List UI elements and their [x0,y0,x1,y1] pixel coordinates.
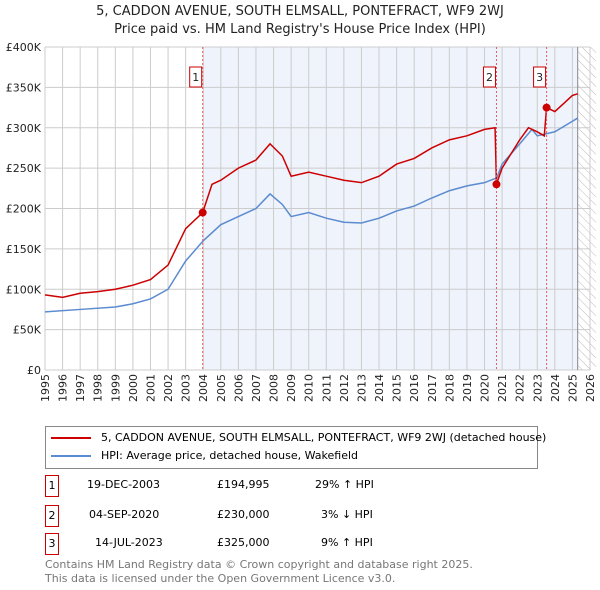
x-tick-label: 2003 [180,374,193,402]
x-tick-label: 2006 [232,374,245,402]
series-line [44,93,578,299]
x-tick-label: 2007 [250,374,263,402]
sale-row: 2 04-SEP-2020 £230,000 3% ↓ HPI [45,505,445,527]
sale-badge: 2 [45,505,59,527]
y-tick-label: £150K [6,243,42,256]
x-tick-label: 2009 [285,374,298,402]
y-tick-label: £200K [6,203,42,216]
x-tick-label: 2026 [584,374,597,402]
x-tick-label: 2000 [127,374,140,402]
x-tick-label: 2014 [373,374,386,402]
x-tick-label: 2013 [355,374,368,402]
sale-badge-label: 2 [486,71,493,84]
sale-row: 1 19-DEC-2003 £194,995 29% ↑ HPI [45,475,445,497]
sale-badge-label: 1 [192,71,199,84]
x-tick-label: 2021 [496,374,509,402]
x-tick-label: 2001 [144,374,157,402]
y-tick-label: £0 [27,364,41,377]
x-tick-label: 2025 [566,374,579,402]
sale-badge-box [482,66,496,88]
sale-hpi: 29% ↑ HPI [315,478,374,491]
x-tick-label: 1997 [74,374,87,402]
y-tick-label: £50K [13,324,42,337]
legend: 5, CADDON AVENUE, SOUTH ELMSALL, PONTEFR… [45,426,546,469]
x-tick-label: 2012 [338,374,351,402]
x-tick-label: 1999 [109,374,122,402]
sale-point [542,103,551,112]
sale-point [492,180,501,189]
sale-badge: 3 [45,533,59,555]
legend-property: 5, CADDON AVENUE, SOUTH ELMSALL, PONTEFR… [101,431,547,444]
chart-title: 5, CADDON AVENUE, SOUTH ELMSALL, PONTEFR… [96,4,504,19]
sale-badge: 1 [45,475,59,497]
x-tick-label: 2022 [514,374,527,402]
x-tick-label: 2004 [197,374,210,402]
y-tick-label: £400K [6,41,42,54]
x-tick-label: 2016 [408,374,421,402]
x-tick-label: 2015 [391,374,404,402]
footer-line2: This data is licensed under the Open Gov… [45,572,396,585]
footer: Contains HM Land Registry data © Crown c… [45,558,473,586]
sale-date: 14-JUL-2023 [95,536,163,549]
x-tick-label: 2005 [215,374,228,402]
sale-date: 19-DEC-2003 [87,478,161,491]
sale-price: £194,995 [217,478,270,491]
sale-point [198,208,207,217]
sale-hpi: 9% ↑ HPI [321,536,373,549]
legend-hpi: HPI: Average price, detached house, Wake… [101,449,359,462]
sale-row: 3 14-JUL-2023 £325,000 9% ↑ HPI [45,533,445,555]
footer-line1: Contains HM Land Registry data © Crown c… [45,558,473,571]
x-tick-label: 2010 [303,374,316,402]
y-tick-label: £300K [6,122,42,135]
x-tick-label: 2017 [426,374,439,402]
sale-date: 04-SEP-2020 [89,508,160,521]
x-tick-label: 2011 [320,374,333,402]
x-tick-label: 2018 [443,374,456,402]
x-tick-label: 1998 [92,374,105,402]
x-tick-label: 1995 [39,374,52,402]
sale-hpi: 3% ↓ HPI [321,508,373,521]
legend-blue-line [51,454,91,457]
sale-badge-label: 3 [536,71,543,84]
x-tick-label: 1996 [57,374,70,402]
legend-red-line [51,436,91,439]
sale-price: £325,000 [217,536,270,549]
y-tick-label: £350K [6,81,42,94]
x-tick-label: 2023 [531,374,544,402]
sale-price: £230,000 [217,508,270,521]
x-tick-label: 2002 [162,374,175,402]
x-tick-label: 2020 [479,374,492,402]
sale-badge-box [189,66,203,88]
x-tick-label: 2019 [461,374,474,402]
sale-badge-box [533,66,547,88]
x-tick-label: 2008 [268,374,281,402]
y-tick-label: £100K [6,283,42,296]
x-tick-label: 2024 [549,374,562,402]
y-tick-label: £250K [6,162,42,175]
price-chart: 1995 1996 1997 1998 1999 2000 2001 2002 2003 2004… [6,41,597,402]
chart-subtitle: Price paid vs. HM Land Registry's House … [114,22,486,37]
